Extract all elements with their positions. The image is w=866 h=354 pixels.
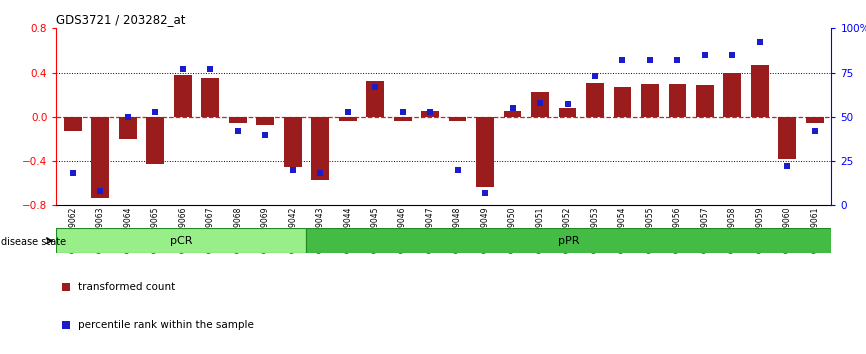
Bar (394, 117, 411, 121)
Bar (256, 117, 275, 125)
Bar (613, 87, 631, 117)
Bar (201, 78, 219, 117)
Bar (586, 82, 604, 117)
Text: transformed count: transformed count (78, 282, 175, 292)
Bar (531, 92, 549, 117)
Bar (696, 85, 714, 117)
Bar (559, 108, 577, 117)
Bar (476, 117, 494, 187)
Bar (174, 75, 191, 117)
Bar (669, 84, 687, 117)
Bar (146, 117, 165, 164)
Text: pCR: pCR (170, 236, 192, 246)
Bar (91, 117, 109, 198)
Text: GDS3721 / 203282_at: GDS3721 / 203282_at (56, 13, 186, 26)
Text: pPR: pPR (558, 236, 579, 246)
Bar (119, 117, 137, 139)
Bar (641, 84, 659, 117)
Bar (723, 73, 741, 117)
Bar (504, 111, 521, 117)
Bar (311, 117, 329, 180)
Bar (366, 81, 384, 117)
Bar (307, 228, 831, 253)
Text: percentile rank within the sample: percentile rank within the sample (78, 320, 254, 330)
Bar (779, 117, 797, 159)
Bar (449, 117, 467, 121)
Bar (806, 117, 824, 124)
Bar (284, 117, 301, 167)
Bar (56, 228, 307, 253)
Bar (751, 65, 769, 117)
Bar (339, 117, 357, 121)
Bar (229, 117, 247, 124)
Bar (64, 117, 81, 131)
Bar (421, 111, 439, 117)
Text: disease state: disease state (1, 238, 66, 247)
